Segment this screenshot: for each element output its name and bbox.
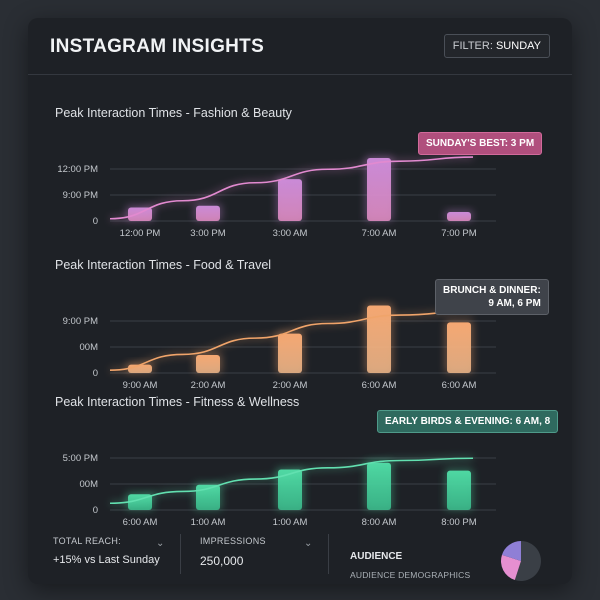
x-tick-label: 8:00 AM	[362, 517, 397, 528]
impressions-value: 250,000	[200, 554, 244, 568]
bar[interactable]	[367, 158, 391, 221]
audience-title: AUDIENCE	[350, 551, 403, 562]
audience-subtitle: AUDIENCE DEMOGRAPHICS	[350, 570, 471, 580]
trend-line	[109, 156, 474, 220]
chart-title: Peak Interaction Times - Food & Travel	[55, 258, 272, 272]
impressions-label: IMPRESSIONS	[200, 536, 266, 546]
bar[interactable]	[447, 212, 471, 221]
y-tick-label: 9:00 PM	[63, 316, 98, 327]
pie-slice	[501, 541, 521, 561]
chart-section-fashion: Peak Interaction Times - Fashion & Beaut…	[28, 106, 572, 239]
x-tick-label: 8:00 PM	[441, 517, 476, 528]
insights-card: INSTAGRAM INSIGHTS FILTER: SUNDAY Peak I…	[28, 18, 572, 584]
filter-button[interactable]: FILTER: SUNDAY	[443, 34, 550, 58]
reach-value: +15% vs Last Sunday	[53, 554, 160, 566]
trend-line	[109, 457, 474, 505]
header: INSTAGRAM INSIGHTS FILTER: SUNDAY	[28, 18, 572, 75]
y-tick-label: 12:00 PM	[57, 164, 98, 175]
chart-food: 0 00M 9:00 PM 9:00 AM 2:00 AM 2:00 AM 6:00 AM 6…	[63, 303, 496, 391]
annotation-line: 9 AM, 6 PM	[488, 298, 541, 309]
chart-annotation: EARLY BIRDS & EVENING: 6 AM, 8	[377, 410, 559, 433]
x-tick-label: 2:00 AM	[191, 380, 226, 391]
x-tick-label: 3:00 PM	[190, 228, 225, 239]
pie-slice	[501, 554, 521, 581]
bar[interactable]	[278, 333, 302, 373]
bar[interactable]	[196, 205, 220, 221]
audience-pie-chart[interactable]	[500, 540, 542, 582]
bar[interactable]	[367, 462, 391, 510]
y-tick-label: 00M	[80, 342, 99, 353]
annotation-line: BRUNCH & DINNER:	[443, 285, 541, 296]
x-tick-label: 3:00 AM	[273, 228, 308, 239]
reach-label: TOTAL REACH:	[53, 536, 121, 546]
y-tick-label: 5:00 PM	[63, 453, 98, 464]
chart-title: Peak Interaction Times - Fashion & Beaut…	[55, 106, 292, 120]
bar[interactable]	[278, 469, 302, 511]
x-tick-label: 1:00 AM	[191, 517, 226, 528]
chart-fitness: 0 00M 5:00 PM 6:00 AM 1:00 AM 1:00 AM 8:00 AM 8…	[63, 453, 496, 528]
chart-section-food: Peak Interaction Times - Food & Travel 0…	[28, 258, 572, 391]
filter-label: FILTER:	[452, 40, 493, 52]
chart-fashion: 0 9:00 PM 12:00 PM 12:00 PM 3:00 PM 3:00 AM 7:…	[57, 155, 496, 239]
bar[interactable]	[447, 470, 471, 510]
x-tick-label: 9:00 AM	[123, 380, 158, 391]
bar[interactable]	[278, 179, 302, 221]
trend-line	[109, 310, 474, 371]
y-tick-label: 9:00 PM	[63, 190, 98, 201]
x-tick-label: 2:00 AM	[273, 380, 308, 391]
chevron-down-icon[interactable]: ⌄	[304, 538, 313, 549]
y-tick-label: 0	[93, 505, 98, 516]
chevron-down-icon[interactable]: ⌄	[156, 538, 165, 549]
bar[interactable]	[367, 305, 391, 374]
chart-annotation: BRUNCH & DINNER: 9 AM, 6 PM	[435, 279, 549, 315]
x-tick-label: 6:00 AM	[362, 380, 397, 391]
pie-slice	[514, 541, 541, 581]
x-tick-label: 1:00 AM	[273, 517, 308, 528]
y-tick-label: 0	[93, 368, 98, 379]
chart-title: Peak Interaction Times - Fitness & Welln…	[55, 395, 300, 409]
x-tick-label: 6:00 AM	[123, 517, 158, 528]
footer-stats: TOTAL REACH: ⌄ +15% vs Last Sunday IMPRE…	[28, 524, 572, 584]
filter-value: SUNDAY	[495, 40, 541, 52]
x-tick-label: 6:00 AM	[442, 380, 477, 391]
bar[interactable]	[447, 322, 471, 373]
bar[interactable]	[196, 355, 220, 373]
x-tick-label: 7:00 PM	[441, 228, 476, 239]
chart-section-fitness: Peak Interaction Times - Fitness & Welln…	[28, 395, 572, 528]
y-tick-label: 00M	[80, 479, 99, 490]
chart-annotation: SUNDAY'S BEST: 3 PM	[418, 132, 543, 155]
divider	[180, 534, 181, 574]
x-tick-label: 7:00 AM	[362, 228, 397, 239]
y-tick-label: 0	[93, 216, 98, 227]
page-title: INSTAGRAM INSIGHTS	[50, 36, 265, 57]
x-tick-label: 12:00 PM	[120, 228, 161, 239]
divider	[328, 534, 329, 574]
